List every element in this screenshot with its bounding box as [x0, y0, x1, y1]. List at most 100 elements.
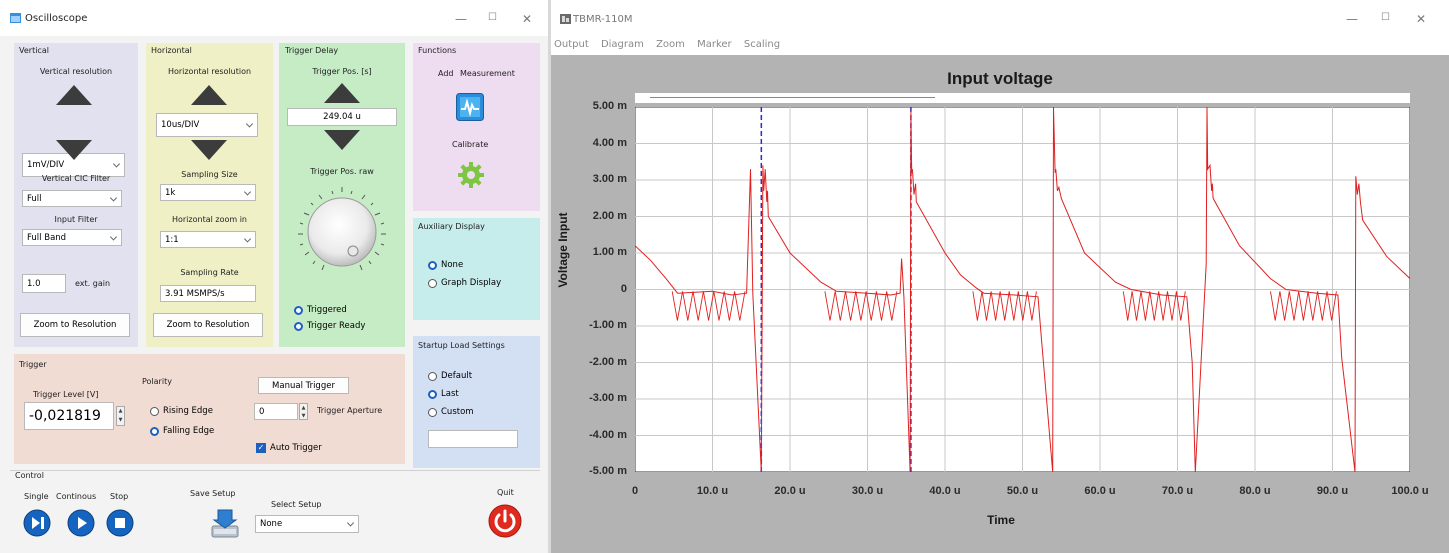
functions-section-label: Functions [418, 46, 457, 55]
trigger-level-stepper[interactable]: ▲ ▼ [116, 406, 125, 426]
control-section-label: Control [15, 471, 44, 480]
horizontal-zoom-to-resolution-button[interactable]: Zoom to Resolution [153, 313, 263, 337]
tbmr-minimize-icon[interactable]: — [1346, 12, 1358, 26]
menu-diagram[interactable]: Diagram [600, 39, 644, 50]
startup-custom-input[interactable] [428, 430, 518, 448]
chart-title: Input voltage [947, 69, 1053, 88]
y-tick-label: -2.00 m [589, 355, 627, 368]
menu-scaling[interactable]: Scaling [743, 39, 781, 50]
y-tick-label: -3.00 m [589, 392, 627, 404]
stop-icon[interactable] [106, 509, 134, 537]
falling-edge-radio[interactable]: Falling Edge [150, 426, 214, 436]
horizontal-resolution-up-arrow[interactable] [191, 85, 227, 105]
functions-panel: Functions Add Measurement Calibrate [413, 43, 540, 211]
select-setup-label: Select Setup [271, 500, 322, 509]
y-tick-label: 1.00 m [592, 246, 627, 258]
vertical-resolution-select[interactable]: 1mV/DIV [22, 153, 125, 177]
measurement-label: Measurement [460, 69, 515, 78]
y-tick-label: 0 [620, 282, 627, 295]
horizontal-zoom-select[interactable]: 1:1 [160, 231, 256, 248]
chart-area: Input voltage Voltage Input Time 5.00 m 4… [551, 55, 1449, 553]
horizontal-section-label: Horizontal [151, 46, 192, 55]
trigger-pos-up-arrow[interactable] [324, 83, 360, 103]
tbmr-close-icon[interactable]: ✕ [1416, 12, 1427, 26]
sampling-rate-field: 3.91 MSMPS/s [160, 285, 256, 302]
aux-graph-display-radio[interactable]: Graph Display [428, 278, 501, 288]
chart-scroll-strip[interactable] [635, 93, 1410, 103]
trigger-level-label: Trigger Level [V] [33, 390, 99, 399]
tbmr-window-title: TBMR-110M [573, 14, 633, 25]
osc-titlebar: Oscilloscope — ☐ ✕ [0, 0, 548, 36]
horizontal-zoom-label: Horizontal zoom in [171, 215, 247, 224]
trigger-pos-field[interactable]: 249.04 u [287, 108, 397, 126]
y-axis-label: Voltage Input [556, 212, 570, 288]
trigger-pos-raw-knob[interactable] [292, 179, 392, 279]
menu-marker[interactable]: Marker [697, 39, 732, 50]
y-tick-label: 3.00 m [592, 173, 627, 185]
startup-custom-radio[interactable]: Custom [428, 407, 474, 417]
continuous-play-icon[interactable] [67, 509, 95, 537]
trigger-aperture-input[interactable]: 0 [254, 403, 298, 420]
x-tick-label: 10.0 u [696, 485, 729, 497]
maximize-icon[interactable]: ☐ [488, 12, 497, 23]
auto-trigger-checkbox[interactable]: ✓ Auto Trigger [256, 443, 322, 453]
add-measurement-icon[interactable] [456, 93, 484, 121]
ext-gain-input[interactable]: 1.0 [22, 274, 66, 293]
sampling-size-select[interactable]: 1k [160, 184, 256, 201]
startup-load-settings-panel: Startup Load Settings Default Last Custo… [413, 336, 540, 468]
quit-label: Quit [497, 488, 514, 497]
startup-default-radio[interactable]: Default [428, 371, 472, 381]
trigger-ready-indicator: Trigger Ready [294, 321, 365, 331]
menu-zoom[interactable]: Zoom [656, 39, 685, 50]
close-icon[interactable]: ✕ [522, 12, 533, 26]
tbmr-maximize-icon[interactable]: ☐ [1381, 12, 1390, 23]
input-filter-label: Input Filter [54, 215, 98, 224]
horizontal-resolution-down-arrow[interactable] [191, 140, 227, 160]
signal-ripple-line [671, 291, 746, 321]
calibrate-gear-icon[interactable] [457, 161, 485, 189]
horizontal-resolution-select[interactable]: 10us/DIV [156, 113, 258, 137]
signal-ripple-line [972, 291, 1037, 321]
minimize-icon[interactable]: — [455, 12, 467, 26]
window-title: Oscilloscope [25, 13, 88, 24]
ext-gain-label: ext. gain [75, 279, 111, 288]
trigger-section-label: Trigger [19, 360, 47, 369]
horizontal-panel: Horizontal Horizontal resolution 10us/DI… [146, 43, 273, 347]
trigger-level-input[interactable]: -0,021819 [24, 402, 114, 430]
vertical-cic-filter-select[interactable]: Full [22, 190, 122, 207]
x-tick-label: 70.0 u [1161, 485, 1194, 497]
vertical-resolution-up-arrow[interactable] [56, 85, 92, 105]
rising-edge-radio[interactable]: Rising Edge [150, 406, 213, 416]
single-label: Single [24, 492, 49, 501]
x-tick-label: 60.0 u [1084, 485, 1116, 497]
trigger-pos-down-arrow[interactable] [324, 130, 360, 150]
continous-label: Continous [56, 492, 97, 501]
menu-output[interactable]: Output [554, 39, 589, 50]
vertical-panel: Vertical Vertical resolution 1mV/DIV Ver… [14, 43, 138, 347]
manual-trigger-button[interactable]: Manual Trigger [258, 377, 349, 394]
tbmr-titlebar: TBMR-110M — ☐ ✕ [551, 0, 1449, 37]
checkmark-icon: ✓ [256, 443, 266, 453]
startup-load-settings-section-label: Startup Load Settings [418, 341, 505, 350]
control-panel: Control Single Continous Stop Save Setup… [10, 470, 540, 550]
aux-none-radio[interactable]: None [428, 260, 463, 270]
trigger-aperture-label: Trigger Aperture [317, 406, 383, 415]
horizontal-resolution-label: Horizontal resolution [167, 67, 252, 76]
y-tick-label: -1.00 m [589, 319, 627, 331]
startup-last-radio[interactable]: Last [428, 389, 459, 399]
plot-canvas[interactable] [635, 107, 1410, 472]
vertical-zoom-to-resolution-button[interactable]: Zoom to Resolution [20, 313, 130, 337]
x-tick-label: 90.0 u [1316, 485, 1349, 497]
x-tick-label: 0 [631, 485, 639, 497]
signal-ripple-line [1270, 291, 1337, 321]
single-step-icon[interactable] [23, 509, 51, 537]
x-tick-label: 100.0 u [1391, 485, 1429, 497]
vertical-resolution-down-arrow[interactable] [56, 140, 92, 160]
quit-power-icon[interactable] [488, 504, 522, 538]
trigger-delay-section-label: Trigger Delay [285, 46, 339, 55]
save-setup-icon[interactable] [208, 506, 242, 540]
input-filter-select[interactable]: Full Band [22, 229, 122, 246]
select-setup-select[interactable]: None [255, 515, 359, 533]
y-tick-label: 5.00 m [592, 100, 627, 112]
trigger-aperture-stepper[interactable]: ▲ ▼ [299, 403, 308, 420]
